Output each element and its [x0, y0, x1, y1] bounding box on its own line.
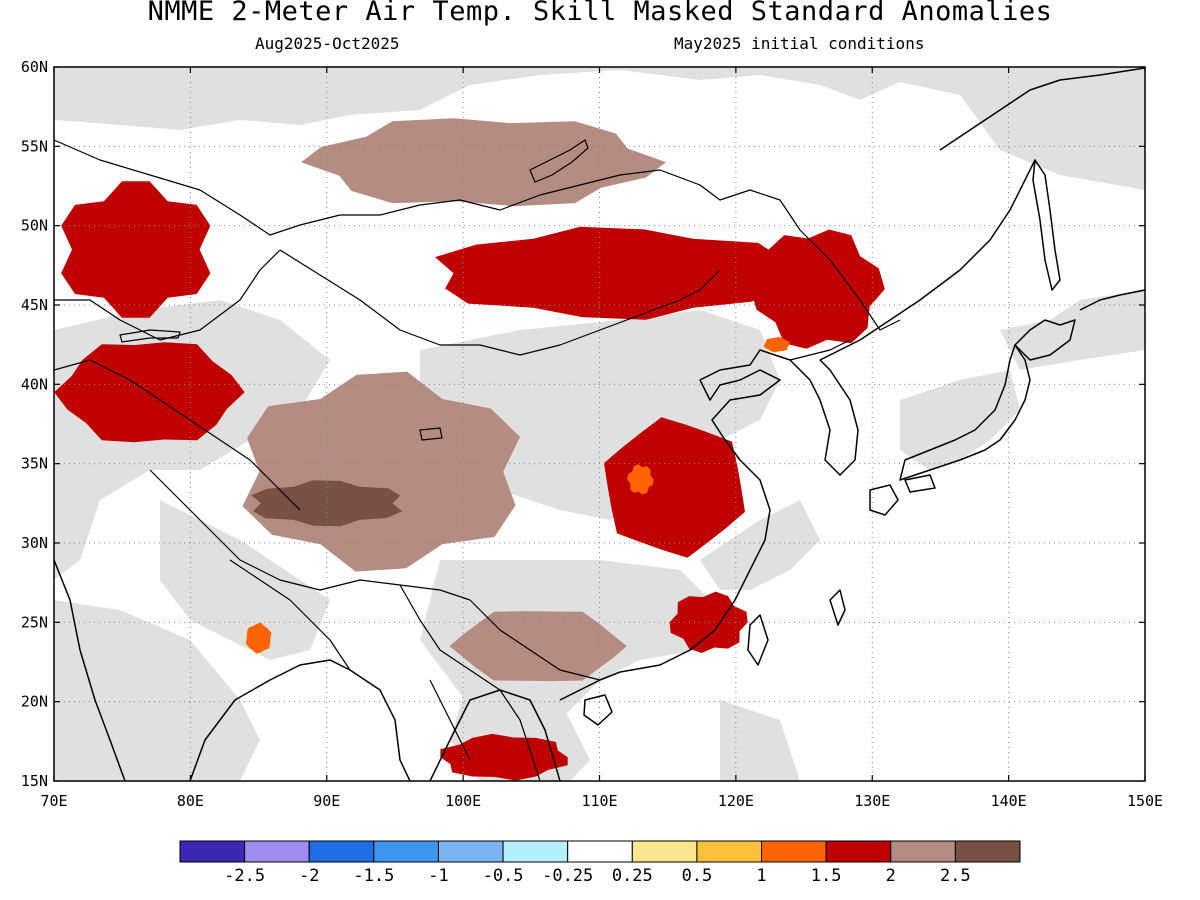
anomaly-region — [604, 417, 745, 558]
coastlines — [54, 67, 1145, 781]
lon-tick-label: 80E — [177, 792, 204, 810]
gridlines — [54, 67, 1145, 781]
lon-tick-label: 110E — [581, 792, 617, 810]
colorbar-swatch — [567, 840, 633, 863]
colorbar-swatch — [502, 840, 569, 863]
colorbar-label: 1 — [756, 866, 766, 886]
lat-tick-label: 20N — [21, 693, 48, 711]
colorbar-label: -2 — [299, 866, 319, 886]
lon-tick-label: 70E — [40, 792, 67, 810]
anomaly-region — [435, 226, 792, 320]
colorbar: -2.5 -2 -1.5 -1 -0.5 -0.25 0.25 0.5 1 1.5 2 2.5 — [179, 840, 1021, 886]
lon-tick-label: 120E — [718, 792, 754, 810]
lat-tick-label: 40N — [21, 375, 48, 393]
colorbar-swatch — [825, 840, 892, 863]
lon-tick-label: 140E — [991, 792, 1027, 810]
colorbar-label: -1 — [428, 866, 448, 886]
axes: 70E 80E 90E 100E 110E 120E 130E 140E 150E 60N 55N 5… — [21, 58, 1163, 810]
colorbar-swatch — [696, 840, 763, 863]
colorbar-swatch — [890, 840, 956, 863]
lat-tick-label: 60N — [21, 58, 48, 76]
anomaly-region — [301, 118, 667, 207]
colorbar-swatch — [244, 840, 310, 863]
colorbar-swatch — [179, 840, 246, 863]
lat-tick-label: 50N — [21, 217, 48, 235]
map-title: NMME 2-Meter Air Temp. Skill Masked Stan… — [147, 0, 1053, 27]
colorbar-swatch — [437, 840, 504, 863]
anomaly-region — [669, 591, 748, 653]
forecast-period: Aug2025-Oct2025 — [255, 34, 400, 53]
lakes — [119, 139, 589, 441]
lat-tick-label: 45N — [21, 296, 48, 314]
lon-tick-label: 150E — [1127, 792, 1163, 810]
anomaly-region — [764, 336, 790, 353]
initial-conditions: May2025 initial conditions — [674, 34, 925, 53]
anomaly-region — [449, 611, 627, 682]
colorbar-label: -0.5 — [483, 866, 524, 886]
colorbar-label: 0.25 — [612, 866, 653, 886]
lon-tick-label: 100E — [445, 792, 481, 810]
anomaly-region — [61, 181, 211, 318]
anomaly-region — [750, 229, 885, 349]
anomaly-region — [251, 480, 403, 527]
colorbar-swatch — [631, 840, 698, 863]
colorbar-label: -2.5 — [224, 866, 265, 886]
lat-tick-label: 30N — [21, 534, 48, 552]
lat-tick-label: 25N — [21, 613, 48, 631]
colorbar-label: 2.5 — [940, 866, 971, 886]
colorbar-label: 2 — [886, 866, 896, 886]
colorbar-label: 0.5 — [682, 866, 713, 886]
colorbar-label: -1.5 — [353, 866, 394, 886]
country-borders — [54, 139, 901, 781]
colorbar-swatch — [308, 840, 375, 863]
colorbar-swatch — [761, 840, 827, 863]
colorbar-swatch — [373, 840, 439, 863]
colorbar-swatch — [954, 840, 1021, 863]
lat-tick-label: 15N — [21, 772, 48, 790]
lon-tick-label: 130E — [854, 792, 890, 810]
anomaly-region — [627, 464, 654, 495]
lon-tick-label: 90E — [313, 792, 340, 810]
lat-tick-label: 35N — [21, 455, 48, 473]
colorbar-label: -0.25 — [542, 866, 593, 886]
colorbar-label: 1.5 — [811, 866, 842, 886]
lat-tick-label: 55N — [21, 137, 48, 155]
anomaly-region — [245, 622, 272, 654]
